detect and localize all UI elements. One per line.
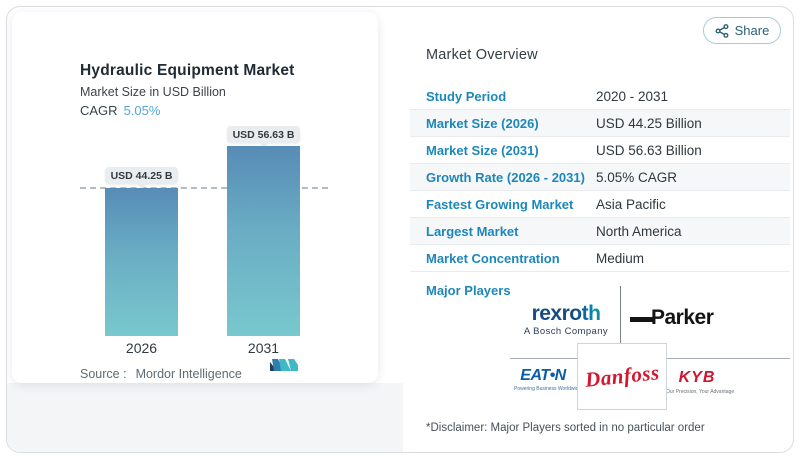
table-row-largest-market: Largest Market North America — [410, 218, 790, 245]
table-row-growth-rate: Growth Rate (2026 - 2031) 5.05% CAGR — [410, 164, 790, 191]
source-row: Source : Mordor Intelligence — [80, 367, 242, 381]
row-value: USD 56.63 Billion — [596, 142, 702, 158]
share-button[interactable]: Share — [703, 17, 781, 44]
row-value: 2020 - 2031 — [596, 88, 669, 104]
row-value: USD 44.25 Billion — [596, 115, 702, 131]
row-label: Market Concentration — [426, 250, 560, 266]
row-value: Medium — [596, 250, 645, 266]
row-label: Largest Market — [426, 223, 519, 239]
bar-2031 — [227, 146, 300, 336]
bar-2026 — [105, 188, 178, 336]
row-label: Growth Rate (2026 - 2031) — [426, 169, 585, 185]
overview-title: Market Overview — [426, 47, 538, 63]
logo-grid-vertical-divider — [620, 286, 621, 344]
x-axis-label-2026: 2026 — [125, 340, 158, 356]
share-button-label: Share — [734, 23, 770, 38]
kyb-wordmark: KYB — [678, 369, 716, 386]
eaton-logo: EAT•N Powering Business Worldwide — [514, 367, 582, 393]
parker-wordmark: Parker — [651, 306, 714, 329]
x-axis-label-2031: 2031 — [247, 340, 280, 356]
major-players-label: Major Players — [426, 283, 511, 298]
table-row-market-concentration: Market Concentration Medium — [410, 245, 790, 272]
danfoss-logo: Danfoss — [577, 343, 667, 410]
row-value: Asia Pacific — [596, 196, 666, 212]
row-label: Fastest Growing Market — [426, 196, 574, 212]
table-row-fastest-growing-market: Fastest Growing Market Asia Pacific — [410, 191, 790, 218]
danfoss-wordmark: Danfoss — [583, 360, 661, 392]
rexroth-wordmark: rexroth — [512, 303, 620, 324]
cagr-line: CAGR 5.05% — [80, 103, 160, 118]
table-row-market-size-2026: Market Size (2026) USD 44.25 Billion — [410, 110, 790, 137]
rexroth-logo: rexroth A Bosch Company — [512, 303, 620, 337]
parker-dash-icon — [630, 316, 654, 322]
reference-dashed-line — [80, 187, 328, 189]
disclaimer-text: *Disclaimer: Major Players sorted in no … — [426, 422, 705, 434]
source-value: Mordor Intelligence — [135, 367, 242, 381]
chart-card: Hydraulic Equipment Market Market Size i… — [12, 12, 378, 383]
chart-title: Hydraulic Equipment Market — [80, 62, 295, 79]
row-value: 5.05% CAGR — [596, 169, 678, 185]
table-row-study-period: Study Period 2020 - 2031 — [410, 83, 790, 110]
row-label: Market Size (2031) — [426, 142, 539, 158]
table-row-market-size-2031: Market Size (2031) USD 56.63 Billion — [410, 137, 790, 164]
mordor-intelligence-logo-icon — [270, 357, 300, 377]
share-icon — [715, 23, 729, 38]
cagr-value: 5.05% — [123, 103, 161, 118]
row-label: Market Size (2026) — [426, 115, 539, 131]
row-label: Study Period — [426, 88, 507, 104]
eaton-tagline: Powering Business Worldwide — [514, 386, 582, 392]
kyb-logo: KYB Our Precision, Your Advantage — [666, 369, 735, 396]
rexroth-tagline: A Bosch Company — [523, 326, 609, 337]
eaton-wordmark: EAT•N — [520, 367, 566, 384]
bar-value-label-2026: USD 44.25 B — [105, 167, 178, 189]
row-value: North America — [596, 223, 682, 239]
overview-table: Study Period 2020 - 2031 Market Size (20… — [410, 83, 790, 272]
bar-value-label-2031: USD 56.63 B — [227, 126, 300, 148]
source-label: Source : — [80, 367, 127, 381]
chart-subtitle: Market Size in USD Billion — [80, 85, 226, 99]
parker-logo: Parker — [630, 306, 714, 330]
cagr-label: CAGR — [80, 103, 118, 118]
kyb-tagline: Our Precision, Your Advantage — [666, 389, 735, 395]
background-gray-area — [7, 383, 403, 452]
